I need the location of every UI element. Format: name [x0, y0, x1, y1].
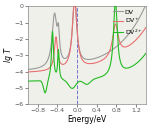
X-axis label: Energy/eV: Energy/eV	[67, 115, 106, 124]
DV$^+$	[98, 61, 100, 63]
DV	[27, 69, 29, 70]
DV$^+$	[104, 58, 106, 59]
DV$^{2+}$	[104, 74, 106, 76]
DV	[72, 16, 74, 17]
DV$^{2+}$	[145, 52, 147, 54]
Line: DV: DV	[28, 6, 146, 70]
DV	[98, 56, 100, 58]
DV$^{2+}$	[124, 67, 126, 69]
DV$^{2+}$	[48, 74, 50, 76]
Y-axis label: lg T: lg T	[4, 48, 13, 62]
DV$^+$	[48, 67, 50, 69]
DV$^+$	[72, 16, 74, 18]
DV$^{2+}$	[72, 87, 74, 89]
DV$^+$	[145, 27, 147, 28]
DV$^{2+}$	[27, 80, 29, 82]
DV	[115, 46, 117, 48]
DV$^+$	[73, 5, 75, 7]
DV$^{2+}$	[115, 5, 117, 7]
Legend: DV, DV$^+$, DV$^{2+}$: DV, DV$^+$, DV$^{2+}$	[112, 8, 144, 38]
DV	[73, 5, 75, 7]
DV$^{2+}$	[114, 5, 116, 7]
DV$^{2+}$	[98, 77, 100, 78]
DV	[145, 5, 147, 7]
DV	[104, 54, 106, 55]
DV$^+$	[27, 71, 29, 73]
Line: DV$^{2+}$: DV$^{2+}$	[28, 6, 146, 93]
Line: DV$^+$: DV$^+$	[28, 6, 146, 72]
DV	[48, 54, 50, 56]
DV	[124, 38, 126, 39]
DV$^{2+}$	[44, 92, 46, 94]
DV$^+$	[115, 24, 117, 25]
DV$^+$	[124, 46, 126, 48]
